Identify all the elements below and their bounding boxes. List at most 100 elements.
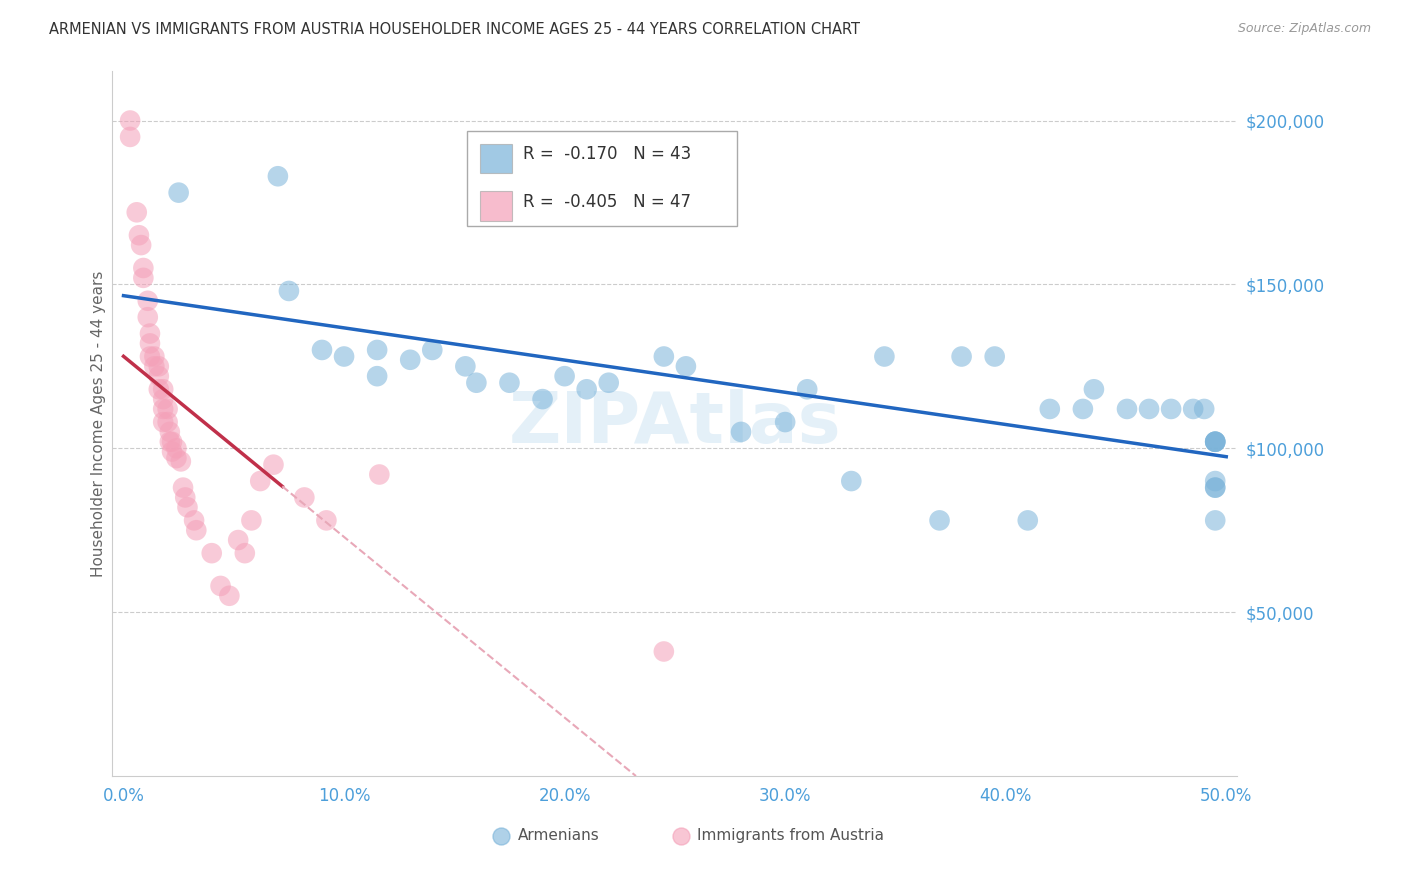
Text: ARMENIAN VS IMMIGRANTS FROM AUSTRIA HOUSEHOLDER INCOME AGES 25 - 44 YEARS CORREL: ARMENIAN VS IMMIGRANTS FROM AUSTRIA HOUS… xyxy=(49,22,860,37)
Armenians xyxy=(333,350,356,364)
Armenians xyxy=(1083,382,1105,396)
Armenians xyxy=(839,474,862,488)
Armenians xyxy=(730,425,752,439)
Immigrants from Austria xyxy=(136,310,159,325)
Immigrants from Austria xyxy=(249,474,271,488)
Armenians xyxy=(1017,513,1039,527)
Text: R =  -0.405   N = 47: R = -0.405 N = 47 xyxy=(523,193,690,211)
Immigrants from Austria xyxy=(156,401,179,416)
Armenians xyxy=(1204,513,1226,527)
Immigrants from Austria xyxy=(139,336,162,351)
Armenians xyxy=(366,369,388,384)
Armenians xyxy=(796,382,818,396)
Immigrants from Austria xyxy=(172,481,194,495)
Armenians xyxy=(652,350,675,364)
Armenians xyxy=(366,343,388,357)
Immigrants from Austria xyxy=(159,434,181,449)
Armenians xyxy=(1204,434,1226,449)
Armenians xyxy=(950,350,973,364)
Immigrants from Austria xyxy=(652,644,675,658)
Armenians xyxy=(554,369,576,384)
Armenians xyxy=(277,284,299,298)
Immigrants from Austria xyxy=(183,513,205,527)
Armenians xyxy=(1204,434,1226,449)
Immigrants from Austria xyxy=(315,513,337,527)
Armenians xyxy=(531,392,554,406)
Armenians xyxy=(1204,434,1226,449)
Armenians xyxy=(598,376,620,390)
Immigrants from Austria xyxy=(152,415,174,429)
FancyBboxPatch shape xyxy=(481,192,512,221)
Armenians xyxy=(454,359,477,374)
Immigrants from Austria xyxy=(148,369,170,384)
Armenians xyxy=(675,359,697,374)
Immigrants from Austria xyxy=(209,579,232,593)
Immigrants from Austria xyxy=(128,228,150,243)
Immigrants from Austria xyxy=(125,205,148,219)
Immigrants from Austria xyxy=(160,444,183,458)
Armenians xyxy=(928,513,950,527)
Immigrants from Austria xyxy=(174,491,197,505)
Y-axis label: Householder Income Ages 25 - 44 years: Householder Income Ages 25 - 44 years xyxy=(91,270,105,577)
Immigrants from Austria xyxy=(152,382,174,396)
Text: R =  -0.170   N = 43: R = -0.170 N = 43 xyxy=(523,145,692,163)
Immigrants from Austria xyxy=(152,401,174,416)
Armenians xyxy=(1116,401,1139,416)
Armenians xyxy=(1192,401,1215,416)
Immigrants from Austria xyxy=(368,467,391,482)
Armenians xyxy=(311,343,333,357)
Armenians xyxy=(1204,481,1226,495)
Armenians xyxy=(773,415,796,429)
Immigrants from Austria xyxy=(160,434,183,449)
Immigrants from Austria xyxy=(226,533,249,547)
Armenians xyxy=(1182,401,1205,416)
Immigrants from Austria xyxy=(240,513,263,527)
Text: Source: ZipAtlas.com: Source: ZipAtlas.com xyxy=(1237,22,1371,36)
Immigrants from Austria xyxy=(165,451,187,466)
Immigrants from Austria xyxy=(165,442,187,456)
Text: Immigrants from Austria: Immigrants from Austria xyxy=(697,829,884,844)
Immigrants from Austria xyxy=(170,454,193,468)
Immigrants from Austria xyxy=(136,293,159,308)
Immigrants from Austria xyxy=(176,500,198,515)
Armenians xyxy=(1204,434,1226,449)
Text: ZIPAtlas: ZIPAtlas xyxy=(509,389,841,458)
Armenians xyxy=(399,352,422,367)
Immigrants from Austria xyxy=(233,546,256,560)
Immigrants from Austria xyxy=(156,415,179,429)
Armenians xyxy=(1160,401,1182,416)
Immigrants from Austria xyxy=(201,546,224,560)
Immigrants from Austria xyxy=(139,350,162,364)
Armenians xyxy=(1204,474,1226,488)
Immigrants from Austria xyxy=(143,350,166,364)
Immigrants from Austria xyxy=(159,425,181,439)
Armenians xyxy=(465,376,488,390)
Immigrants from Austria xyxy=(132,260,155,275)
FancyBboxPatch shape xyxy=(481,144,512,173)
Armenians xyxy=(498,376,520,390)
Text: Armenians: Armenians xyxy=(517,829,599,844)
Immigrants from Austria xyxy=(148,382,170,396)
Immigrants from Austria xyxy=(132,270,155,285)
Armenians xyxy=(1071,401,1094,416)
Immigrants from Austria xyxy=(292,491,315,505)
Immigrants from Austria xyxy=(120,129,142,144)
Armenians xyxy=(873,350,896,364)
Immigrants from Austria xyxy=(152,392,174,406)
Immigrants from Austria xyxy=(218,589,240,603)
Armenians xyxy=(1137,401,1160,416)
Immigrants from Austria xyxy=(143,359,166,374)
Point xyxy=(1226,769,1249,783)
Immigrants from Austria xyxy=(186,523,208,537)
Immigrants from Austria xyxy=(139,326,162,341)
Armenians xyxy=(267,169,290,184)
Immigrants from Austria xyxy=(263,458,285,472)
Immigrants from Austria xyxy=(148,359,170,374)
Armenians xyxy=(1204,481,1226,495)
Armenians xyxy=(167,186,190,200)
Point xyxy=(873,769,896,783)
Immigrants from Austria xyxy=(129,238,152,252)
Immigrants from Austria xyxy=(120,113,142,128)
FancyBboxPatch shape xyxy=(467,131,737,227)
Armenians xyxy=(575,382,598,396)
